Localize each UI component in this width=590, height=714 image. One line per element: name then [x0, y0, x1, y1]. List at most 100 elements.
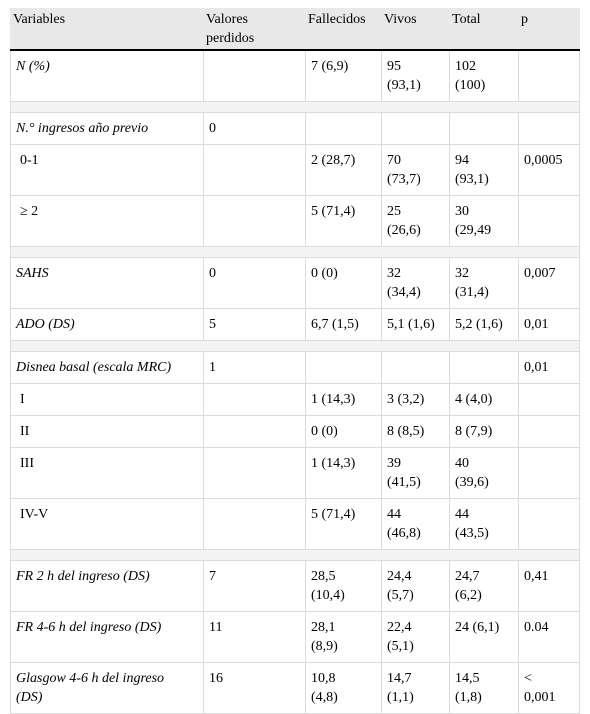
header-cell: Fallecidos — [305, 8, 382, 51]
value-cell: 24 (6,1) — [449, 611, 519, 663]
value-cell: 1 — [203, 351, 306, 384]
empty-cell — [449, 112, 519, 145]
table-body: N (%) 7 (6,9) 95 (93,1) 102 (100) N.° ingres… — [10, 49, 580, 714]
value-cell: < 0,001 — [518, 662, 580, 714]
value-cell: 5,1 (1,6) — [381, 308, 450, 341]
value-cell: 11 — [203, 611, 306, 663]
value-cell: 95 (93,1) — [381, 49, 450, 102]
spacer-row — [10, 340, 580, 352]
table-row: Glasgow 4-6 h del ingreso (DS) 16 10,8 (4,… — [10, 662, 580, 714]
value-cell: 102 (100) — [449, 49, 519, 102]
value-cell: 0 — [203, 112, 306, 145]
empty-cell — [381, 351, 450, 384]
empty-cell — [203, 447, 306, 499]
variable-cell: FR 2 h del ingreso (DS) — [10, 560, 204, 612]
value-cell: 28,5 (10,4) — [305, 560, 382, 612]
header-cell: Valores perdidos — [203, 8, 306, 51]
value-cell: 22,4 (5,1) — [381, 611, 450, 663]
variable-cell: FR 4-6 h del ingreso (DS) — [10, 611, 204, 663]
spacer-cell — [10, 246, 580, 258]
value-cell: 0 — [203, 257, 306, 309]
value-cell: 5 (71,4) — [305, 498, 382, 550]
empty-cell — [305, 112, 382, 145]
empty-cell — [518, 112, 580, 145]
value-cell: 0 (0) — [305, 257, 382, 309]
table-row: 0-1 2 (28,7) 70 (73,7) 94 (93,1) 0,0005 — [10, 144, 580, 196]
empty-cell — [518, 498, 580, 550]
data-table: Variables Valores perdidos Fallecidos Vivos… — [10, 8, 580, 714]
value-cell: 0.04 — [518, 611, 580, 663]
empty-cell — [518, 383, 580, 416]
value-cell: 14,7 (1,1) — [381, 662, 450, 714]
value-cell: 40 (39,6) — [449, 447, 519, 499]
value-cell: 7 — [203, 560, 306, 612]
table-row: SAHS 0 0 (0) 32 (34,4) 32 (31,4) 0,007 — [10, 257, 580, 309]
header-row: Variables Valores perdidos Fallecidos Vivos… — [10, 8, 580, 51]
value-cell: 16 — [203, 662, 306, 714]
value-cell: 44 (43,5) — [449, 498, 519, 550]
value-cell: 44 (46,8) — [381, 498, 450, 550]
empty-cell — [203, 195, 306, 247]
spacer-cell — [10, 101, 580, 113]
value-cell: 0,01 — [518, 308, 580, 341]
empty-cell — [518, 49, 580, 102]
value-cell: 7 (6,9) — [305, 49, 382, 102]
value-cell: 6,7 (1,5) — [305, 308, 382, 341]
empty-cell — [203, 383, 306, 416]
empty-cell — [381, 112, 450, 145]
table-row: FR 4-6 h del ingreso (DS) 11 28,1 (8,9) 22,… — [10, 611, 580, 663]
table-row: IV-V 5 (71,4) 44 (46,8) 44 (43,5) — [10, 498, 580, 550]
table-row: ≥ 2 5 (71,4) 25 (26,6) 30 (29,49 — [10, 195, 580, 247]
value-cell: 4 (4,0) — [449, 383, 519, 416]
empty-cell — [203, 415, 306, 448]
variable-cell: II — [10, 415, 204, 448]
value-cell: 1 (14,3) — [305, 383, 382, 416]
variable-cell: I — [10, 383, 204, 416]
value-cell: 5,2 (1,6) — [449, 308, 519, 341]
header-cell: Vivos — [381, 8, 450, 51]
value-cell: 39 (41,5) — [381, 447, 450, 499]
empty-cell — [518, 415, 580, 448]
variable-cell: Disnea basal (escala MRC) — [10, 351, 204, 384]
header-cell: Variables — [10, 8, 204, 51]
value-cell: 10,8 (4,8) — [305, 662, 382, 714]
value-cell: 32 (34,4) — [381, 257, 450, 309]
value-cell: 24,7 (6,2) — [449, 560, 519, 612]
table-row: FR 2 h del ingreso (DS) 7 28,5 (10,4) 24,4 … — [10, 560, 580, 612]
variable-cell: III — [10, 447, 204, 499]
value-cell: 8 (8,5) — [381, 415, 450, 448]
spacer-row — [10, 101, 580, 113]
empty-cell — [518, 195, 580, 247]
value-cell: 70 (73,7) — [381, 144, 450, 196]
table-row: ADO (DS) 5 6,7 (1,5) 5,1 (1,6) 5,2 (1,6) 0,01 — [10, 308, 580, 341]
empty-cell — [203, 49, 306, 102]
value-cell: 14,5 (1,8) — [449, 662, 519, 714]
table-row: Disnea basal (escala MRC) 1 0,01 — [10, 351, 580, 384]
spacer-cell — [10, 549, 580, 561]
spacer-cell — [10, 340, 580, 352]
spacer-row — [10, 549, 580, 561]
table-header: Variables Valores perdidos Fallecidos Vivos… — [10, 8, 580, 51]
variable-cell: SAHS — [10, 257, 204, 309]
variable-cell: Glasgow 4-6 h del ingreso (DS) — [10, 662, 204, 714]
value-cell: 94 (93,1) — [449, 144, 519, 196]
variable-cell: 0-1 — [10, 144, 204, 196]
empty-cell — [305, 351, 382, 384]
variable-cell: ≥ 2 — [10, 195, 204, 247]
variable-cell: ADO (DS) — [10, 308, 204, 341]
value-cell: 5 — [203, 308, 306, 341]
table-row: N (%) 7 (6,9) 95 (93,1) 102 (100) — [10, 49, 580, 102]
variable-cell: N (%) — [10, 49, 204, 102]
value-cell: 32 (31,4) — [449, 257, 519, 309]
value-cell: 0,007 — [518, 257, 580, 309]
header-cell: Total — [449, 8, 519, 51]
header-cell: p — [518, 8, 580, 51]
empty-cell — [203, 144, 306, 196]
value-cell: 0 (0) — [305, 415, 382, 448]
value-cell: 0,0005 — [518, 144, 580, 196]
empty-cell — [518, 447, 580, 499]
value-cell: 0,01 — [518, 351, 580, 384]
value-cell: 3 (3,2) — [381, 383, 450, 416]
variable-cell: N.° ingresos año previo — [10, 112, 204, 145]
variable-cell: IV-V — [10, 498, 204, 550]
